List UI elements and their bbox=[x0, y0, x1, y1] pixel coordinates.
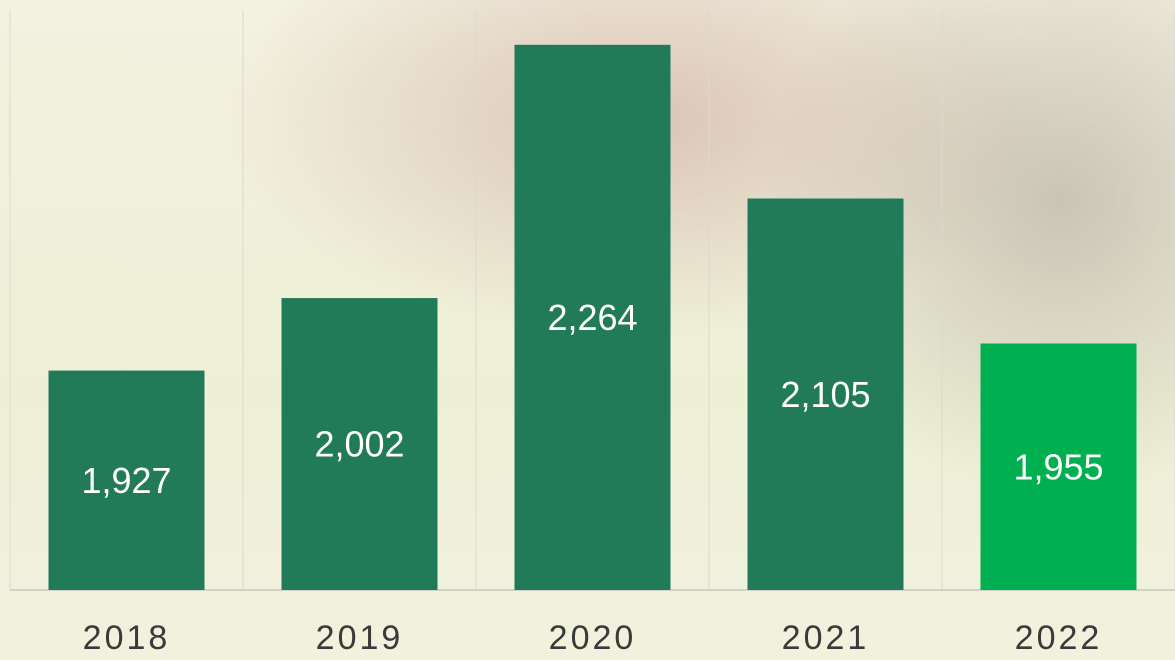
x-tick-label: 2019 bbox=[316, 619, 404, 657]
bar-value-label: 2,002 bbox=[314, 424, 404, 465]
x-tick-label: 2020 bbox=[549, 619, 637, 657]
x-tick-label: 2018 bbox=[83, 619, 171, 657]
bar bbox=[980, 343, 1137, 590]
bar-value-label: 1,955 bbox=[1013, 446, 1103, 487]
bar-value-label: 1,927 bbox=[81, 460, 171, 501]
bar bbox=[747, 198, 904, 590]
bar-value-label: 2,264 bbox=[547, 297, 637, 338]
bar bbox=[281, 298, 438, 590]
bar bbox=[48, 370, 205, 590]
x-tick-label: 2021 bbox=[782, 619, 870, 657]
bar-value-label: 2,105 bbox=[780, 374, 870, 415]
x-tick-label: 2022 bbox=[1015, 619, 1103, 657]
bar bbox=[514, 44, 671, 591]
